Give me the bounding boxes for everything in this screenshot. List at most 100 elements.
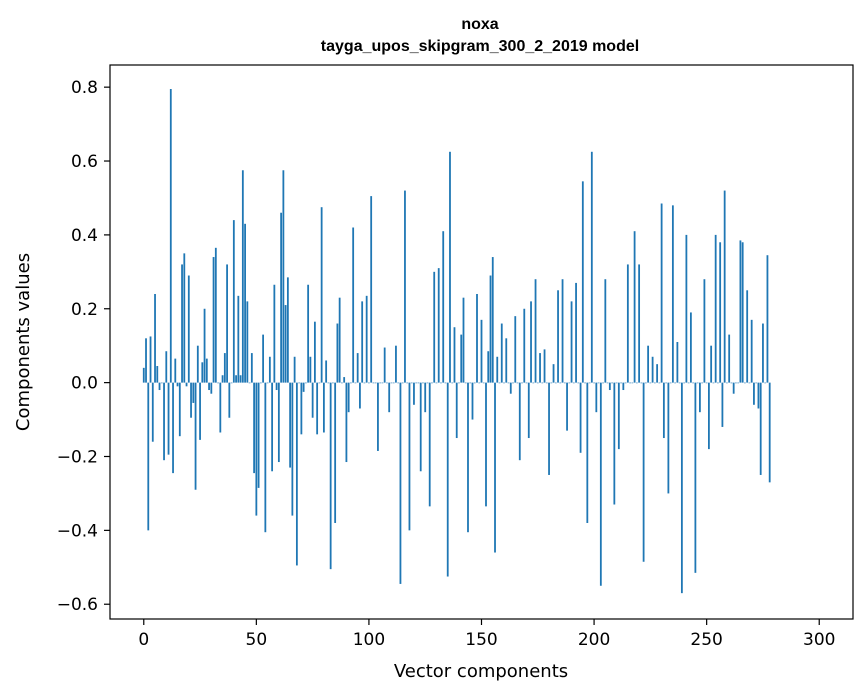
bar <box>232 220 235 383</box>
bar <box>615 382 618 384</box>
bar <box>194 382 197 490</box>
bar <box>374 382 377 384</box>
bar <box>203 308 206 383</box>
bar <box>471 382 474 420</box>
bar <box>275 382 278 391</box>
bar <box>304 382 307 384</box>
bar <box>422 382 424 384</box>
bar <box>766 255 769 383</box>
bar <box>503 382 505 384</box>
bar <box>494 382 496 553</box>
bar <box>426 382 429 384</box>
bar <box>250 353 253 383</box>
x-tick-label: 100 <box>353 630 385 650</box>
bar <box>388 382 391 413</box>
bar <box>370 196 373 383</box>
bar <box>712 382 715 384</box>
bar <box>295 382 298 566</box>
bar <box>318 382 321 384</box>
x-axis-label: Vector components <box>394 661 568 682</box>
bar <box>268 356 271 383</box>
bar <box>665 382 668 384</box>
bar <box>142 367 145 383</box>
bar <box>223 353 226 383</box>
bar <box>719 242 722 383</box>
bar <box>464 382 467 384</box>
bar <box>327 382 330 384</box>
bar <box>469 382 472 384</box>
bar <box>730 382 733 384</box>
bar <box>226 264 228 383</box>
bar <box>570 301 573 383</box>
bar <box>196 345 199 383</box>
bar <box>410 382 413 384</box>
bar <box>302 382 305 392</box>
bar <box>298 382 301 384</box>
x-tick-label: 300 <box>803 630 835 650</box>
bar <box>536 382 539 384</box>
bar <box>442 231 445 383</box>
bar <box>735 382 737 384</box>
bar <box>642 382 645 562</box>
bar <box>518 382 521 461</box>
bar <box>399 382 402 584</box>
bar <box>381 382 384 384</box>
bar <box>253 382 255 474</box>
bar <box>239 375 242 383</box>
bar <box>329 382 332 570</box>
bar <box>635 382 638 384</box>
bar <box>750 319 753 383</box>
bar <box>739 240 742 383</box>
bar <box>435 382 438 384</box>
bar <box>521 382 523 384</box>
bar <box>165 351 168 383</box>
bar <box>262 334 264 383</box>
bar <box>514 316 517 383</box>
bar <box>201 362 204 383</box>
bar <box>460 334 463 383</box>
bar <box>415 382 418 384</box>
bar <box>237 295 240 383</box>
bar <box>264 382 267 533</box>
y-axis: −0.6 −0.4 −0.2 0.0 0.2 0.4 0.6 0.8 <box>57 78 110 615</box>
bar <box>744 382 746 384</box>
bar <box>172 382 174 474</box>
bar <box>620 382 622 384</box>
bar <box>316 382 319 435</box>
bar <box>590 151 593 383</box>
bar <box>689 312 692 383</box>
bar <box>145 338 147 383</box>
bar <box>710 345 713 383</box>
bar <box>759 382 762 475</box>
bar <box>595 382 598 413</box>
bar <box>764 382 767 384</box>
bar <box>680 382 683 594</box>
bar <box>282 170 285 383</box>
bar <box>717 382 719 384</box>
chart-subtitle: tayga_upos_skipgram_300_2_2019 model <box>321 38 639 55</box>
bar <box>219 382 222 433</box>
bar <box>726 382 728 384</box>
bar <box>185 382 188 387</box>
bar <box>737 382 740 384</box>
bar <box>158 382 161 391</box>
bar <box>343 377 346 383</box>
bar <box>629 382 631 384</box>
bar <box>372 382 375 384</box>
bar <box>368 382 370 384</box>
bar <box>534 279 537 383</box>
bar <box>449 151 451 383</box>
bar <box>705 382 708 384</box>
bar <box>347 382 350 413</box>
bar <box>440 382 442 384</box>
bar <box>386 382 388 384</box>
bar <box>444 382 447 384</box>
bar <box>575 282 577 383</box>
bar <box>480 319 483 383</box>
bar <box>613 382 616 505</box>
bar <box>516 382 519 384</box>
bar <box>404 190 406 383</box>
bar <box>397 382 400 384</box>
bar <box>487 351 490 383</box>
